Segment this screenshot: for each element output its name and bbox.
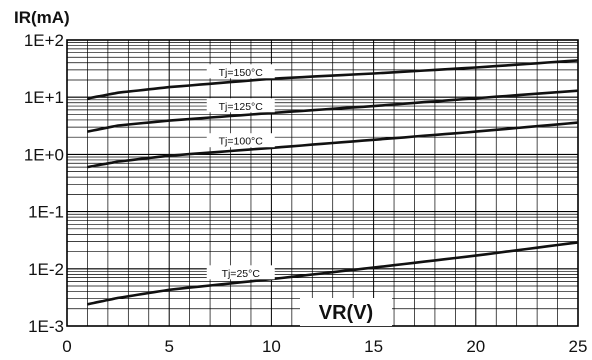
series-line (87, 121, 579, 169)
x-tick-label: 10 (262, 337, 281, 356)
x-tick-label: 5 (164, 337, 173, 356)
x-tick-label: 0 (62, 337, 71, 356)
axis-labels: IR(mA) VR(V) (14, 8, 392, 326)
annotations: Tj=150°C Tj=125°C Tj=100°C Tj=25°C (206, 64, 275, 280)
y-tick-label: 1E-2 (28, 260, 64, 279)
x-tick-label: 15 (364, 337, 383, 356)
series-label: Tj=150°C (219, 67, 264, 79)
y-tick-label: 1E+0 (24, 145, 64, 164)
series-line (87, 89, 579, 133)
x-tick-label: 20 (466, 337, 485, 356)
series-label-bg (206, 265, 275, 280)
x-tick-label: 25 (569, 337, 588, 356)
y-ticks: 1E-3 1E-2 1E-1 1E+0 1E+1 1E+2 (24, 31, 64, 336)
x-axis-label-bg (300, 298, 392, 326)
y-tick-label: 1E-1 (28, 203, 64, 222)
series-label: Tj=100°C (219, 136, 264, 148)
y-axis-label: IR(mA) (14, 8, 70, 27)
series-line (87, 59, 579, 100)
y-tick-label: 1E-3 (28, 317, 64, 336)
series-label-bg (206, 133, 275, 148)
plot-frame (66, 39, 579, 327)
x-ticks: 0 5 10 15 20 25 (62, 337, 587, 356)
series-label: Tj=125°C (219, 101, 264, 113)
series-label: Tj=25°C (222, 268, 261, 280)
grid (66, 39, 579, 327)
x-axis-label: VR(V) (319, 302, 373, 324)
y-tick-label: 1E+1 (24, 88, 64, 107)
series-label-bg (206, 64, 275, 79)
series-label-bg (206, 98, 275, 113)
y-tick-label: 1E+2 (24, 31, 64, 50)
